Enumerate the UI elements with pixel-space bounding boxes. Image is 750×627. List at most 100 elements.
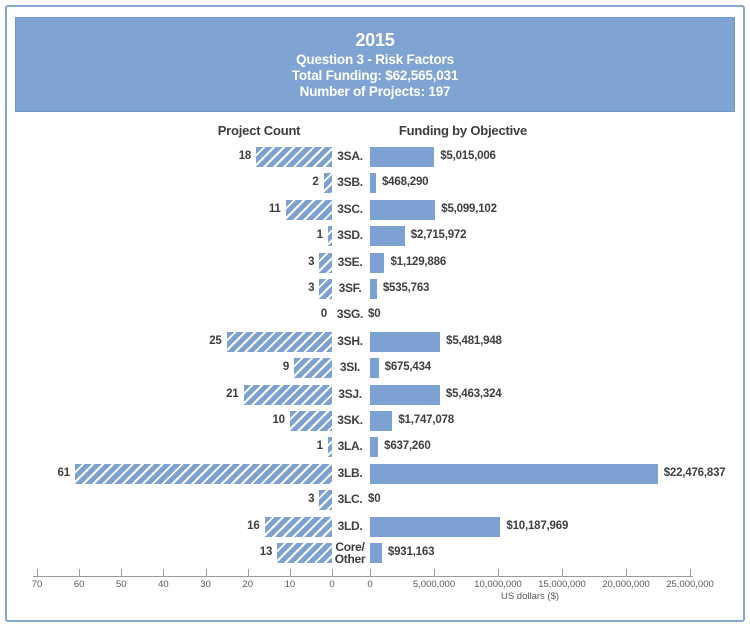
project-count-bar: [319, 279, 332, 299]
right-axis-tick-label: 5,000,000: [412, 579, 456, 590]
left-axis-tick-label: 50: [116, 579, 127, 590]
project-count-bar: [256, 147, 332, 167]
category-label: 3SC.: [337, 201, 363, 216]
funding-value-label: $5,463,324: [445, 387, 502, 400]
column-header-project-count: Project Count: [217, 123, 301, 138]
project-count-label: 13: [259, 546, 273, 558]
x-axis-title: US dollars ($): [500, 591, 560, 602]
project-count-label: 10: [272, 414, 285, 426]
funding-bar: [370, 279, 377, 299]
left-axis-tick: [289, 569, 291, 576]
funding-value-label: $637,260: [384, 440, 431, 453]
funding-bar: [370, 173, 376, 194]
funding-value-label: $22,476,837: [663, 466, 726, 479]
left-axis-tick-label: 70: [31, 579, 43, 590]
category-label: 3SF.: [338, 281, 362, 295]
left-axis-tick-label: 20: [242, 579, 253, 590]
left-axis-tick-label: 30: [200, 579, 211, 590]
funding-value-label: $5,481,948: [446, 334, 502, 347]
project-count-label: 25: [209, 334, 222, 347]
funding-value-label: $0: [368, 308, 381, 321]
project-count-bar: [319, 490, 332, 511]
category-label: 3SH.: [337, 333, 363, 348]
funding-bar: [370, 437, 379, 458]
category-label: 3SK.: [337, 413, 363, 427]
funding-value-label: $0: [368, 493, 381, 506]
project-count-bar: [243, 384, 332, 405]
funding-bar: [370, 147, 435, 167]
project-count-label: 16: [247, 519, 260, 532]
funding-value-label: $931,163: [387, 546, 435, 558]
right-axis-tick: [498, 569, 499, 576]
funding-value-label: $1,747,078: [398, 414, 454, 426]
funding-bar: [370, 411, 393, 431]
figure-frame-border: [5, 5, 745, 622]
left-axis-tick-label: 10: [284, 579, 296, 590]
funding-value-label: $535,763: [382, 282, 430, 294]
project-count-bar: [285, 199, 332, 220]
category-label: 3LC.: [337, 492, 363, 507]
category-label: 3LD.: [337, 518, 363, 533]
left-axis-tick: [247, 569, 249, 576]
column-header-funding: Funding by Objective: [398, 123, 528, 138]
project-count-label: 1: [316, 440, 323, 453]
category-label: 3SA.: [337, 149, 363, 163]
funding-value-label: $675,434: [384, 361, 432, 374]
category-label: 3SD.: [337, 228, 363, 243]
category-label: 3SJ.: [338, 386, 362, 401]
category-label: 3SE.: [337, 254, 363, 269]
right-axis-tick: [370, 569, 371, 576]
funding-bar: [370, 331, 441, 352]
funding-value-label: $5,015,006: [440, 150, 496, 162]
project-count-label: 3: [308, 493, 315, 506]
left-axis-tick: [37, 569, 39, 576]
project-count-bar: [289, 411, 332, 431]
funding-bar: [370, 516, 501, 537]
funding-bar: [370, 463, 658, 484]
funding-value-label: $468,290: [381, 176, 429, 189]
category-label: 3SG.: [336, 307, 364, 322]
project-count-label: 3: [308, 282, 315, 294]
right-axis-tick-label: 15,000,000: [538, 579, 586, 590]
category-label: Core/ Other: [334, 539, 366, 566]
funding-bar: [370, 543, 382, 563]
left-axis-tick-label: 40: [158, 579, 169, 590]
funding-bar: [370, 226, 405, 247]
funding-bar: [370, 384, 440, 405]
funding-bar: [370, 252, 385, 273]
right-axis-tick-label: 25,000,000: [666, 579, 714, 590]
project-count-bar: [319, 252, 332, 273]
project-count-bar: [264, 516, 332, 537]
project-count-label: 61: [57, 466, 71, 479]
funding-value-label: $5,099,102: [441, 202, 497, 215]
category-label: 3LB.: [337, 465, 363, 480]
right-axis-tick-label: 20,000,000: [602, 579, 650, 590]
project-count-label: 1: [316, 229, 323, 242]
right-axis-tick: [690, 569, 691, 576]
title-year: 2015: [355, 30, 395, 50]
project-count-label: 21: [226, 387, 239, 400]
right-axis-tick-label: 10,000,000: [474, 579, 522, 590]
project-count-bar: [327, 226, 332, 247]
left-axis-tick: [79, 569, 81, 576]
project-count-label: 3: [308, 255, 315, 268]
funding-value-label: $2,715,972: [410, 229, 467, 242]
project-count-bar: [323, 173, 332, 194]
category-label: 3SI.: [339, 360, 361, 375]
right-axis-tick: [562, 569, 563, 576]
x-axis-line: [33, 576, 693, 577]
funding-value-label: $10,187,969: [506, 519, 569, 532]
title-total-funding: Total Funding: $62,565,031: [291, 68, 459, 83]
title-subtitle: Question 3 - Risk Factors: [296, 52, 454, 67]
funding-value-label: $1,129,886: [390, 255, 447, 268]
right-axis-tick-label: 0: [367, 579, 373, 590]
funding-bar: [370, 199, 436, 220]
category-label: 3LA.: [337, 439, 363, 454]
project-count-label: 2: [312, 176, 319, 189]
title-project-count: Number of Projects: 197: [299, 84, 451, 99]
left-axis-tick-label: 0: [329, 579, 335, 590]
left-axis-tick: [121, 569, 123, 576]
project-count-label: 18: [238, 150, 252, 162]
project-count-bar: [226, 331, 332, 352]
